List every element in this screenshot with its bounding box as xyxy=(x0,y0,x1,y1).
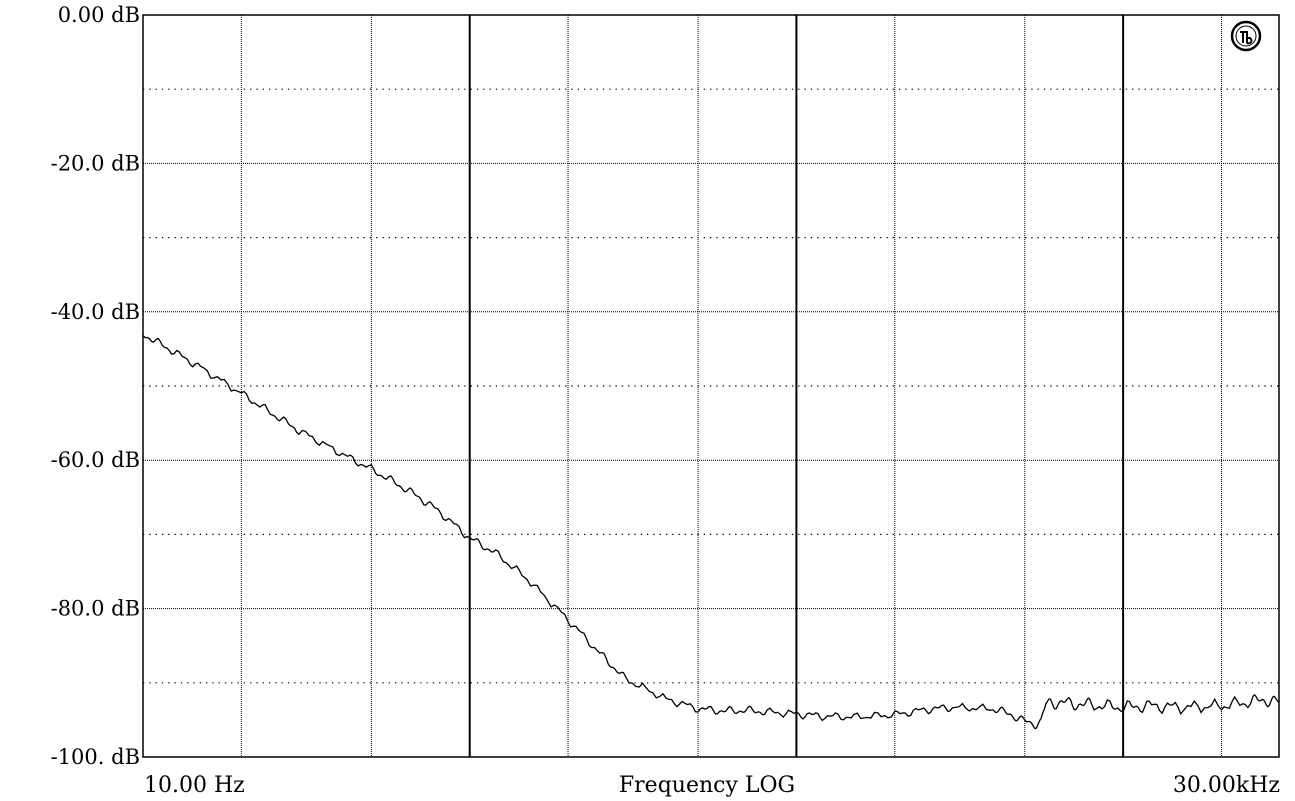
x-tick-label-right: 30.00kHz xyxy=(1173,773,1280,798)
y-tick-label: -100. dB xyxy=(51,745,140,769)
y-tick-label: -80.0 dB xyxy=(51,597,140,621)
y-tick-label: -60.0 dB xyxy=(51,448,140,472)
y-axis-tick-labels: 0.00 dB -20.0 dB -40.0 dB -60.0 dB -80.0 dB -… xyxy=(51,3,140,769)
y-tick-label: -40.0 dB xyxy=(51,300,140,324)
plot-frame xyxy=(142,14,1280,758)
grid xyxy=(143,15,1279,757)
x-tick-label-left: 10.00 Hz xyxy=(144,773,245,798)
y-tick-label: 0.00 dB xyxy=(58,3,140,27)
y-tick-label: -20.0 dB xyxy=(51,151,140,175)
x-axis-label: Frequency LOG xyxy=(619,773,795,798)
audio-precision-logo-icon xyxy=(1230,20,1262,52)
series-line-response xyxy=(142,335,1280,730)
